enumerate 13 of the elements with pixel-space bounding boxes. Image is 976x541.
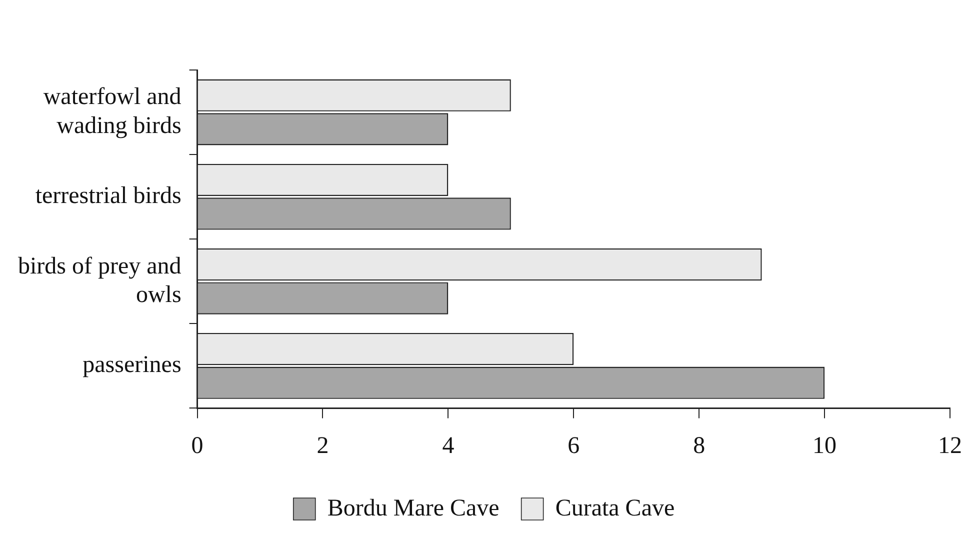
x-tick-label: 4 [442,432,454,459]
legend-label: Curata Cave [555,495,675,522]
x-tick-label: 8 [693,432,706,459]
x-tick-label: 12 [938,432,962,459]
x-tick-label: 6 [568,432,580,459]
x-tick-label: 0 [191,432,204,459]
x-tick-label: 10 [812,432,837,459]
y-tick-label: terrestrial birds [35,183,182,210]
y-tick-label: birds of prey and owls [18,253,182,308]
x-tick-label: 2 [316,432,329,459]
y-tick-label: passerines [82,352,182,378]
y-tick-label: waterfowl and wading birds [43,84,182,139]
legend-label: Bordu Mare Cave [327,495,500,522]
